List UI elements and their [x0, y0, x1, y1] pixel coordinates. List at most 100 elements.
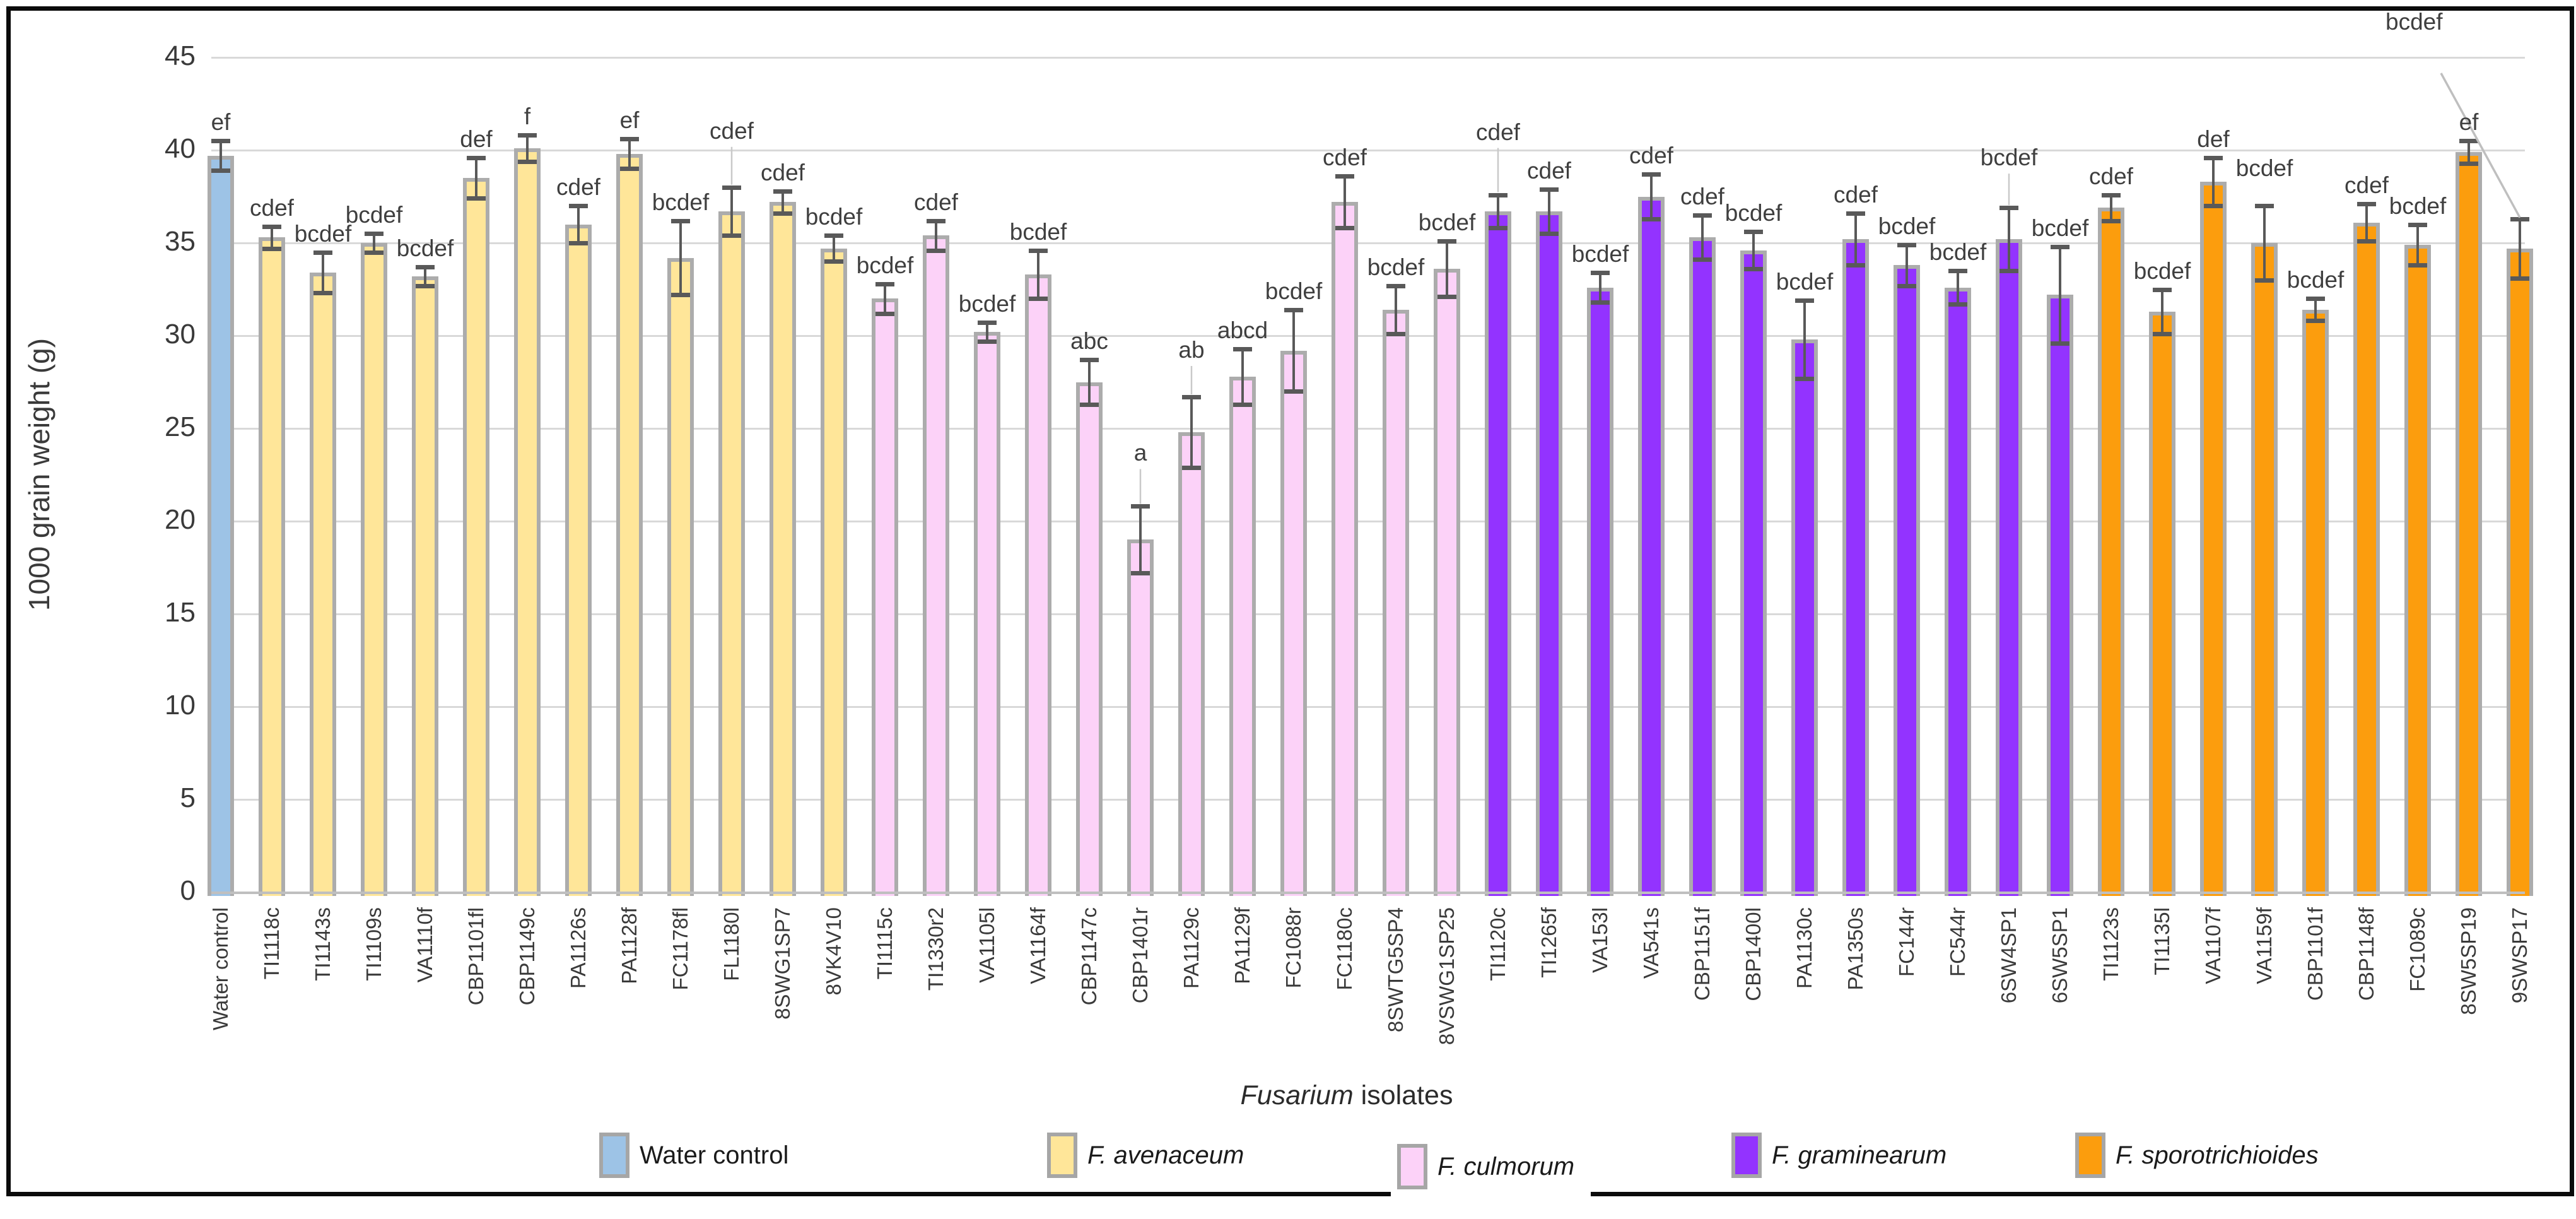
significance-letter: bcdef	[2286, 267, 2345, 293]
error-bar-cap	[620, 137, 639, 142]
error-bar-cap	[1437, 239, 1456, 244]
significance-letter: cdef	[2089, 163, 2133, 189]
legend-swatch	[1731, 1133, 1762, 1178]
error-bar-cap	[1386, 283, 1405, 288]
legend-label: F. avenaceum	[1087, 1141, 1244, 1169]
error-bar	[935, 220, 937, 250]
error-bar	[2212, 157, 2215, 206]
error-bar	[1139, 506, 1142, 574]
figure-border	[6, 6, 2574, 1196]
gridline	[211, 521, 2525, 522]
error-bar-cap	[2357, 239, 2376, 244]
significance-letter: abc	[1070, 328, 1108, 355]
bar-PA1350s	[1842, 239, 1869, 896]
significance-letter: bcdef	[1724, 200, 1783, 227]
bar-VA541s	[1638, 196, 1665, 896]
bar-8SWTG5SP4	[1383, 309, 1409, 896]
bar-8VSWG1SP25	[1434, 269, 1460, 896]
error-bar-cap	[1080, 358, 1099, 363]
error-bar	[2519, 218, 2521, 278]
bar-FC1089c	[2404, 244, 2431, 896]
legend-swatch	[599, 1133, 629, 1178]
y-tick-label: 5	[180, 782, 196, 813]
significance-letter: bcdef	[958, 291, 1016, 317]
error-bar-cap	[2255, 204, 2274, 209]
gridline	[211, 335, 2525, 337]
error-bar-cap	[722, 233, 741, 238]
error-bar-cap	[1335, 174, 1354, 179]
error-bar	[1957, 271, 1959, 304]
error-bar	[2008, 208, 2010, 271]
error-bar	[1906, 244, 1908, 286]
error-bar-cap	[1284, 307, 1303, 312]
bar-8VK4V10	[821, 248, 847, 896]
error-bar	[475, 157, 477, 199]
bar-VA1107f	[2200, 181, 2227, 896]
error-bar-cap	[569, 241, 588, 245]
error-bar-cap	[2306, 297, 2325, 302]
significance-letter: a	[1133, 440, 1147, 466]
legend-label: F. graminearum	[1772, 1141, 1947, 1169]
error-bar-cap	[773, 189, 792, 194]
error-bar-cap	[2051, 341, 2070, 346]
significance-letter: bcdef	[1776, 269, 1834, 295]
significance-letter: bcdef	[1265, 278, 1323, 304]
error-bar-cap	[2153, 287, 2172, 292]
error-bar	[1650, 174, 1653, 219]
y-tick-label: 25	[165, 411, 196, 442]
legend-label: Water control	[640, 1141, 789, 1169]
error-bar	[1037, 250, 1039, 299]
error-bar-cap	[875, 311, 894, 316]
bar-Water control	[208, 155, 234, 896]
bar-CBP1101fl	[463, 178, 489, 896]
bar-FC1088r	[1280, 350, 1307, 896]
error-bar	[577, 206, 580, 243]
gridline	[211, 613, 2525, 615]
significance-letter: bcdef	[2389, 192, 2447, 219]
bar-VA1164f	[1025, 274, 1051, 896]
error-bar-cap	[518, 159, 537, 164]
bar-VA1159f	[2251, 243, 2278, 896]
error-bar-cap	[1029, 248, 1048, 253]
error-bar-cap	[2204, 204, 2223, 209]
significance-letter: cdef	[250, 194, 294, 221]
significance-letter: bcdef	[2031, 215, 2089, 241]
error-bar	[2263, 206, 2266, 280]
bar-CBP1148f	[2353, 222, 2380, 896]
error-bar-cap	[2357, 202, 2376, 207]
error-bar-cap	[1999, 206, 2018, 211]
bar-PA1128f	[616, 153, 643, 896]
error-bar-cap	[1182, 465, 1201, 470]
bar-TI1109s	[361, 243, 387, 896]
error-bar-cap	[1846, 211, 1865, 216]
bar-TI1330r2	[923, 235, 949, 896]
bar-VA1105l	[974, 332, 1000, 896]
significance-letter: cdef	[556, 174, 600, 201]
error-bar-cap	[722, 185, 741, 190]
error-bar-cap	[1131, 571, 1150, 576]
error-bar-cap	[1897, 242, 1916, 247]
significance-letter: bcdef	[805, 204, 863, 230]
error-bar	[220, 141, 222, 171]
bar-PA1129f	[1229, 376, 1256, 896]
error-bar-cap	[2510, 216, 2529, 221]
bar-FC144r	[1894, 265, 1920, 896]
significance-letter: cdef	[2345, 172, 2389, 199]
error-bar-cap	[2408, 222, 2427, 227]
gridline	[211, 57, 2525, 59]
gridline	[211, 428, 2525, 430]
bar-CBP1101f	[2302, 309, 2329, 896]
y-tick-label: 35	[165, 226, 196, 257]
error-bar	[1548, 189, 1550, 234]
error-bar-cap	[1897, 283, 1916, 288]
significance-letter: cdef	[761, 159, 805, 186]
significance-letter: bcdef	[1980, 144, 2038, 171]
error-bar-cap	[2153, 332, 2172, 337]
significance-letter: bcdef	[294, 220, 352, 247]
error-bar	[424, 267, 426, 286]
significance-letter: bcdef	[1418, 209, 1476, 236]
significance-letter: cdef	[1680, 183, 1724, 209]
error-bar	[884, 283, 886, 314]
